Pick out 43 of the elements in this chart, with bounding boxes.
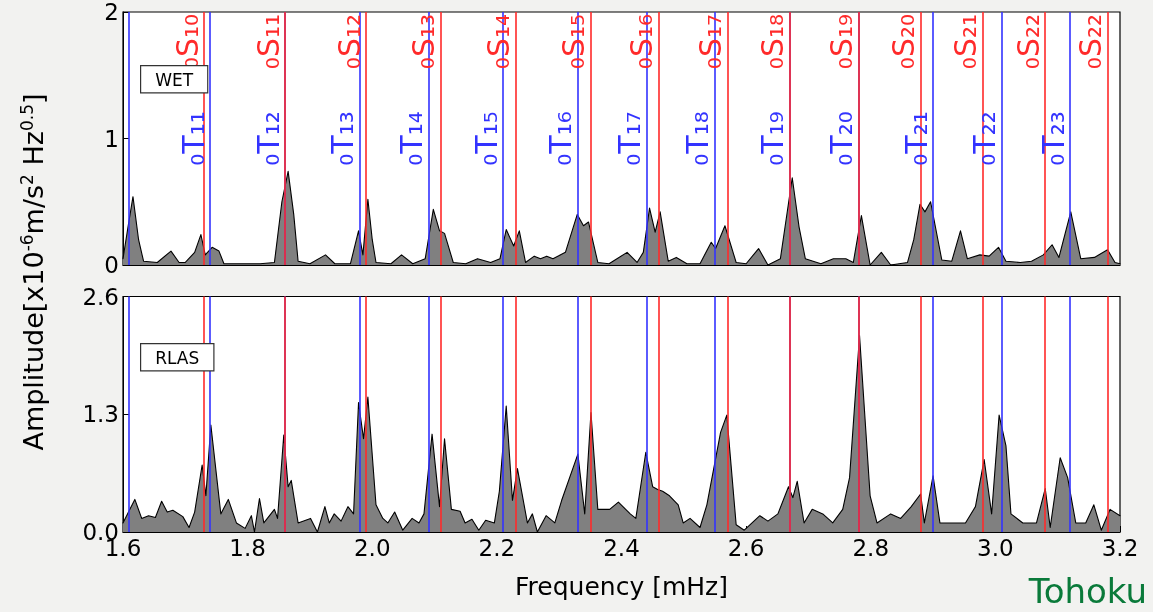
ref-line-label: ₀S₁₉	[823, 14, 859, 70]
ref-line-label: ₀S₁₂	[331, 14, 367, 70]
ref-line-label: ₀S₁₃	[406, 14, 442, 70]
ref-line-label: ₀S₁₄	[481, 14, 517, 70]
ref-line-label: ₀T₁₂	[250, 111, 286, 166]
x-axis-title: Frequency [mHz]	[515, 572, 728, 601]
annotation: RLAS	[155, 347, 200, 368]
ref-line-label: ₀S₁₁	[250, 14, 286, 70]
ref-line-label: ₀T₂₁	[898, 111, 934, 166]
x-tick-label: 2.8	[852, 534, 890, 561]
ref-line-label: ₀S₂₂	[1073, 14, 1109, 70]
ref-line-label: ₀S₂₀	[886, 14, 922, 70]
ref-line-label: ₀S₂₂	[1010, 14, 1046, 70]
annotation: WET	[155, 69, 194, 90]
ref-line-label: ₀T₂₃	[1035, 111, 1071, 166]
ref-line-label: ₀S₁₅	[555, 14, 591, 70]
x-tick-label: 2.6	[727, 534, 765, 561]
ref-line-label: ₀T₁₉	[755, 111, 791, 166]
ref-line-label: ₀S₂₁	[948, 14, 984, 70]
y-tick-label: 0	[104, 252, 119, 278]
ref-line-label: ₀T₁₈	[680, 111, 716, 166]
x-tick-label: 1.8	[229, 534, 266, 561]
ref-line-label: ₀T₁₃	[325, 111, 361, 166]
x-tick-label: 2.4	[603, 534, 640, 561]
ref-line-label: ₀T₁₄	[393, 111, 429, 166]
x-tick-label: 3.2	[1101, 534, 1139, 561]
ref-line-label: ₀T₁₆	[543, 111, 579, 166]
x-tick-label: 2.2	[478, 534, 516, 561]
ref-line-label: ₀T₂₀	[823, 111, 859, 166]
y-tick-label: 1.3	[82, 401, 119, 428]
ref-line-label: ₀S₁₈	[755, 14, 791, 70]
x-tick-label: 2.0	[353, 534, 391, 561]
text: Tohoku	[1027, 571, 1148, 611]
ref-line-label: ₀T₁₅	[468, 111, 504, 166]
ref-line-label: ₀T₁₇	[611, 111, 647, 166]
ref-line-label: ₀S₁₆	[624, 14, 660, 70]
ref-line-label: ₀T₂₂	[967, 111, 1003, 166]
y-tick-label: 1	[104, 125, 119, 152]
ref-line-label: ₀T₁₁	[175, 111, 211, 166]
y-tick-label: 2	[104, 0, 119, 25]
ref-line-label: ₀S₁₇	[692, 14, 728, 70]
x-tick-label: 3.0	[977, 534, 1014, 561]
y-tick-label: 2.6	[82, 283, 119, 310]
